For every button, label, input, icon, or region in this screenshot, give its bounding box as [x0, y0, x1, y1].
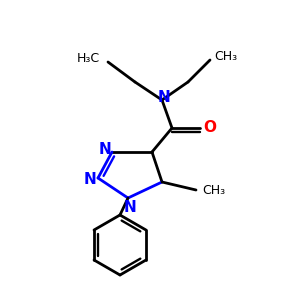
Text: N: N — [158, 91, 170, 106]
Text: N: N — [124, 200, 136, 215]
Text: N: N — [99, 142, 111, 158]
Text: CH₃: CH₃ — [214, 50, 238, 62]
Text: CH₃: CH₃ — [202, 184, 226, 196]
Text: H₃C: H₃C — [76, 52, 100, 64]
Text: N: N — [84, 172, 96, 188]
Text: O: O — [203, 121, 217, 136]
